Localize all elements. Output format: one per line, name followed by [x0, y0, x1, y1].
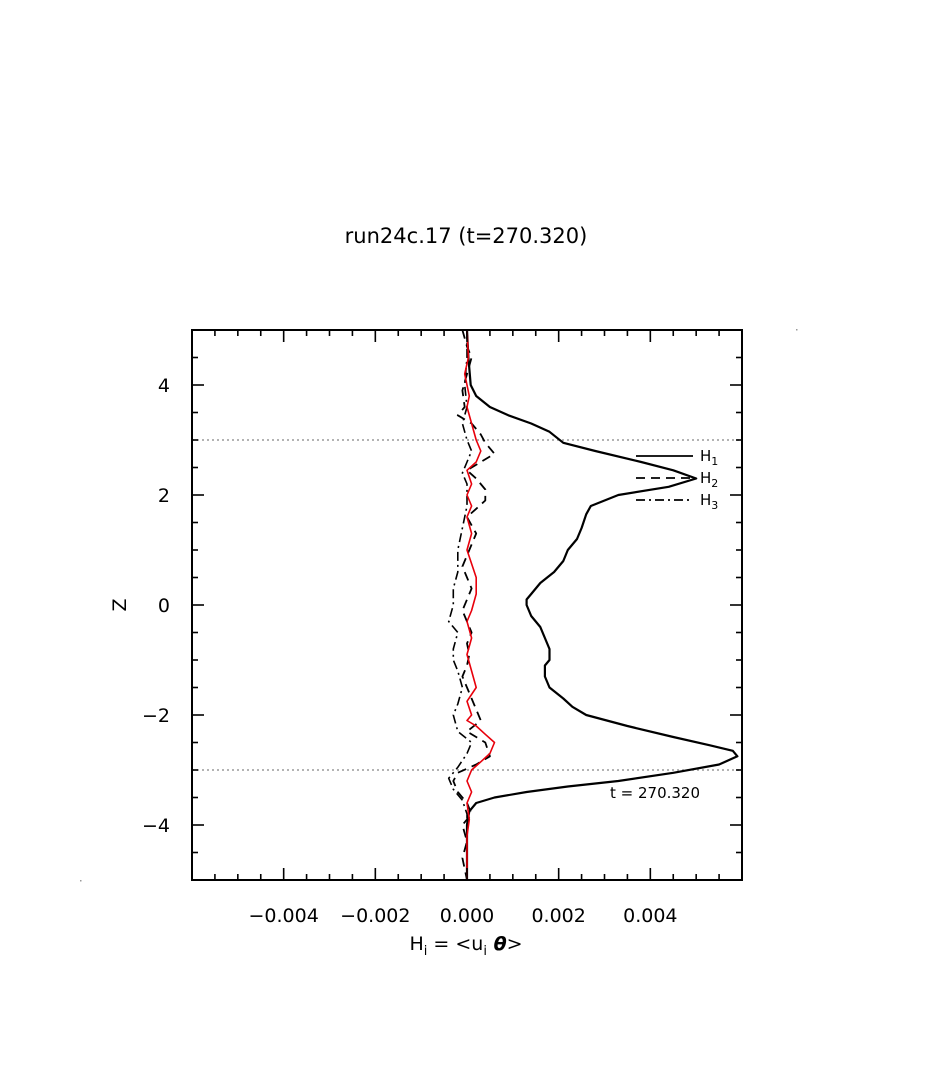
y-tick-labels: −4 −2 0 2 4	[142, 375, 170, 837]
x-axis-label-theta: θ	[487, 933, 507, 955]
reference-lines	[192, 439, 742, 771]
legend-label-sub: 3	[711, 499, 718, 512]
legend-label: H2	[700, 469, 718, 490]
axis-ticks	[192, 330, 742, 880]
x-tick-label: 0.000	[440, 905, 494, 927]
y-tick-label: 0	[158, 595, 170, 617]
x-axis-label-base: H	[409, 933, 423, 955]
x-tick-label: 0.002	[531, 905, 585, 927]
x-axis-label-eq: = <u	[427, 933, 483, 955]
x-axis-label-close: >	[507, 933, 523, 955]
speck-mark	[80, 880, 82, 882]
plot-series	[447, 329, 739, 881]
x-tick-label: −0.002	[340, 905, 410, 927]
legend-label: H3	[700, 491, 718, 512]
x-tick-labels: −0.004 −0.002 0.000 0.002 0.004	[249, 905, 678, 927]
x-axis-label-sub: i	[424, 944, 428, 959]
legend-label: H1	[700, 447, 718, 468]
legend-label-sub: 1	[711, 455, 718, 468]
legend-label-base: H	[700, 469, 711, 487]
legend-label-base: H	[700, 491, 711, 509]
series-line-H1	[465, 329, 739, 880]
x-tick-label: −0.004	[249, 905, 319, 927]
y-tick-label: 2	[158, 485, 170, 507]
x-axis-label: Hi = <ui θ>	[409, 933, 522, 959]
y-tick-label: −2	[142, 705, 170, 727]
time-annotation: t = 270.320	[610, 784, 700, 802]
series-line-H2	[452, 329, 496, 881]
legend-label-sub: 2	[711, 477, 718, 490]
chart-title: run24c.17 (t=270.320)	[345, 224, 588, 248]
series-line-H3	[447, 330, 473, 880]
x-axis-label-sub2: i	[483, 944, 487, 959]
x-tick-label: 0.004	[623, 905, 677, 927]
y-axis-label: Z	[109, 598, 131, 611]
series-line-red	[463, 329, 496, 880]
y-tick-label: −4	[142, 815, 170, 837]
speck-mark	[796, 329, 798, 331]
legend-label-base: H	[700, 447, 711, 465]
y-tick-label: 4	[158, 375, 170, 397]
